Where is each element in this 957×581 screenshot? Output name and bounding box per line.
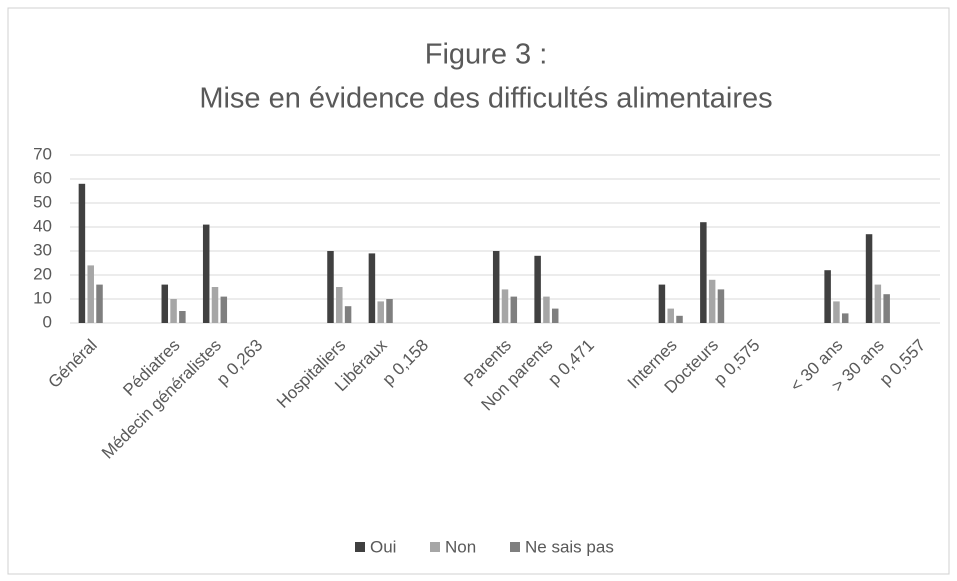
bar	[202, 224, 210, 323]
bar	[883, 294, 890, 323]
bar	[492, 251, 500, 323]
bar	[220, 296, 228, 323]
chart-title: Mise en évidence des difficultés aliment…	[199, 83, 772, 115]
bar	[368, 253, 376, 323]
bar	[824, 270, 831, 323]
legend-swatch	[510, 542, 520, 552]
legend-label: Non	[445, 537, 476, 556]
legend-swatch	[355, 542, 365, 552]
bar	[551, 308, 559, 323]
bar	[344, 306, 352, 323]
bar	[676, 315, 683, 323]
y-tick-label: 50	[33, 192, 52, 211]
y-tick-label: 30	[33, 240, 52, 259]
bar	[865, 234, 873, 323]
bar	[327, 251, 334, 323]
bar	[386, 299, 393, 323]
bar	[841, 313, 849, 323]
chart-title: Figure 3 :	[425, 39, 548, 71]
bar	[700, 222, 707, 323]
bar	[211, 287, 219, 323]
legend-swatch	[430, 542, 440, 552]
y-tick-label: 0	[43, 312, 52, 331]
bar	[170, 299, 177, 323]
bar	[161, 284, 169, 323]
bar	[179, 311, 186, 323]
bar	[717, 289, 725, 323]
bar	[833, 301, 840, 323]
bar	[667, 308, 674, 323]
bar	[874, 284, 882, 323]
bar	[377, 301, 384, 323]
bar	[510, 296, 518, 323]
bar	[543, 296, 550, 323]
bar	[336, 287, 343, 323]
y-tick-label: 20	[33, 264, 52, 283]
legend-label: Oui	[370, 537, 396, 556]
y-tick-label: 40	[33, 216, 52, 235]
y-tick-label: 10	[33, 288, 52, 307]
bar	[501, 289, 509, 323]
bar	[96, 284, 103, 323]
bar	[534, 255, 541, 323]
bar	[658, 284, 666, 323]
y-tick-label: 60	[33, 168, 52, 187]
bar	[87, 265, 94, 323]
bar	[78, 183, 86, 323]
legend-label: Ne sais pas	[525, 537, 614, 556]
y-tick-label: 70	[33, 144, 52, 163]
bar	[708, 279, 716, 323]
